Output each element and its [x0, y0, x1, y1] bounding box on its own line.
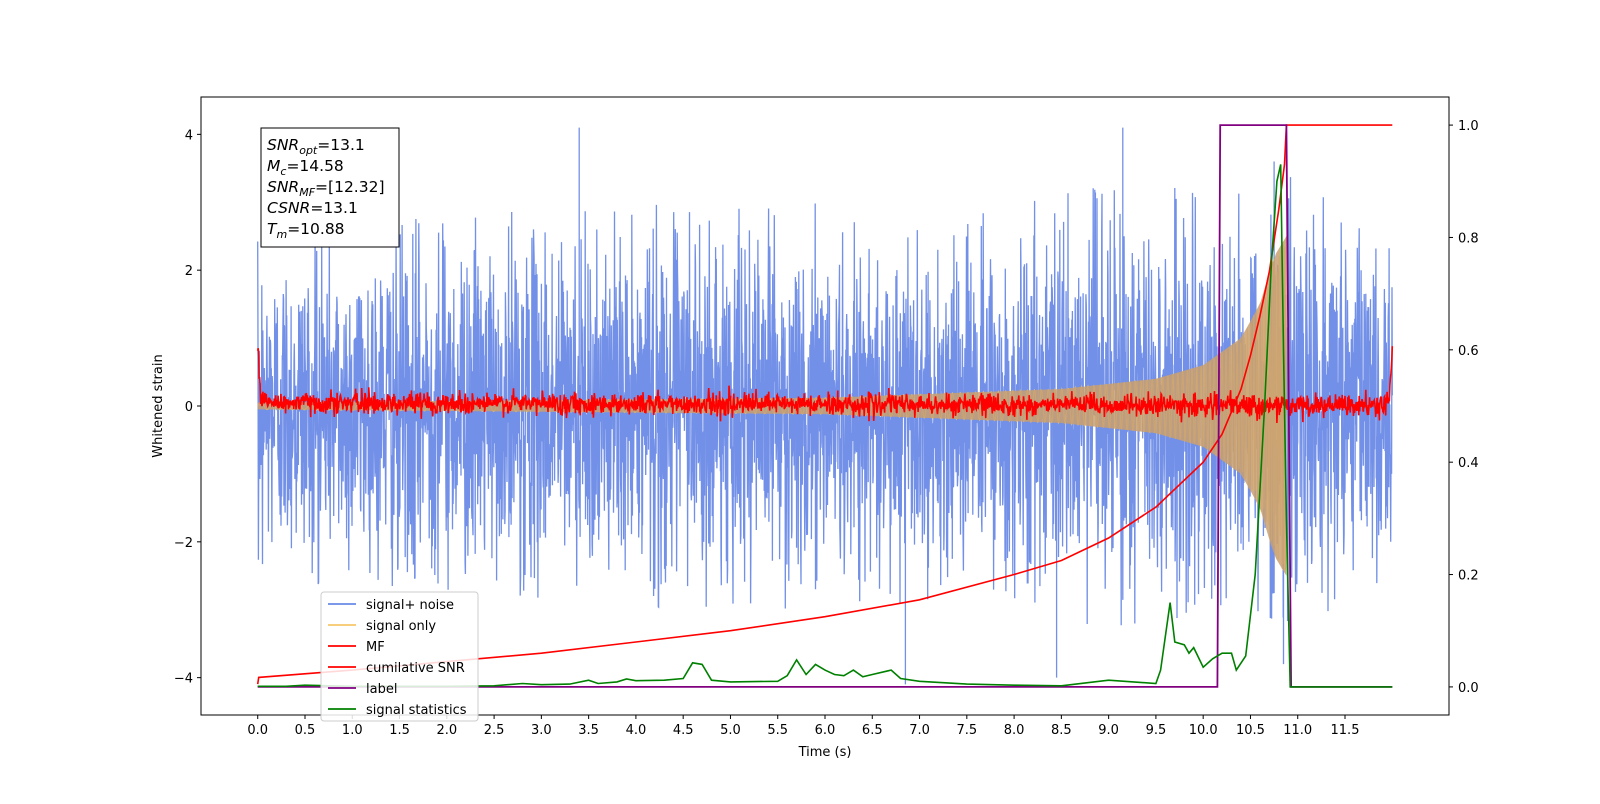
info-line: Tm=10.88 [267, 220, 345, 241]
x-tick-label: 8.5 [1051, 723, 1072, 738]
x-tick-label: 6.0 [815, 723, 836, 738]
y-tick-label: 4 [185, 128, 193, 143]
legend-label: cumilative SNR [366, 661, 465, 676]
x-tick-label: 2.0 [436, 723, 457, 738]
y2-tick-label: 0.6 [1458, 344, 1479, 359]
x-tick-label: 5.5 [767, 723, 788, 738]
y2-tick-label: 1.0 [1458, 119, 1479, 134]
y-tick-label: −2 [174, 536, 193, 551]
y2-tick-label: 0.4 [1458, 456, 1479, 471]
x-tick-label: 10.0 [1189, 723, 1218, 738]
y2-tick-label: 0.8 [1458, 231, 1479, 246]
x-tick-label: 4.5 [673, 723, 694, 738]
x-tick-label: 9.0 [1098, 723, 1119, 738]
y-tick-label: 0 [185, 400, 193, 415]
x-tick-label: 11.5 [1331, 723, 1360, 738]
x-axis-label: Time (s) [798, 745, 852, 760]
info-line: SNRMF=[12.32] [267, 178, 385, 199]
x-tick-label: 11.0 [1283, 723, 1312, 738]
legend-label: MF [366, 640, 385, 655]
legend-label: signal only [366, 619, 436, 634]
x-tick-label: 4.0 [626, 723, 647, 738]
x-tick-label: 7.5 [956, 723, 977, 738]
info-line: CSNR=13.1 [267, 199, 358, 217]
x-tick-label: 6.5 [862, 723, 883, 738]
x-axis: 0.0 0.5 1.0 1.5 2.0 2.5 3.0 3.5 4.0 4.5 5.0 5.5 6.0 6… [247, 715, 1359, 738]
x-tick-label: 9.5 [1146, 723, 1167, 738]
legend-label: label [366, 682, 397, 697]
info-line: SNRopt=13.1 [267, 136, 365, 157]
x-tick-label: 1.5 [389, 723, 410, 738]
x-tick-label: 2.5 [484, 723, 505, 738]
x-tick-label: 0.5 [295, 723, 316, 738]
y-axis-left: −4 −2 0 2 4 [174, 128, 201, 687]
y-axis-right: 0.0 0.2 0.4 0.6 0.8 1.0 [1449, 119, 1479, 696]
info-box: SNRopt=13.1Mc=14.58SNRMF=[12.32]CSNR=13.… [260, 127, 400, 248]
x-tick-label: 3.5 [578, 723, 599, 738]
legend-label: signal+ noise [366, 598, 454, 613]
series-mf [256, 346, 1394, 424]
x-tick-label: 0.0 [247, 723, 268, 738]
y-tick-label: 2 [185, 264, 193, 279]
y2-tick-label: 0.0 [1458, 681, 1479, 696]
y2-tick-label: 0.2 [1458, 569, 1479, 584]
info-line: Mc=14.58 [267, 157, 344, 178]
x-tick-label: 8.0 [1004, 723, 1025, 738]
x-tick-label: 3.0 [531, 723, 552, 738]
legend-frame [320, 591, 479, 722]
legend-label: signal statistics [366, 703, 467, 718]
y-tick-label: −4 [174, 672, 193, 687]
y-axis-label: Whitened strain [151, 354, 166, 457]
info-box-frame [260, 127, 400, 248]
legend: signal+ noise signal only MF cumilative SNR… [320, 591, 479, 722]
x-tick-label: 10.5 [1236, 723, 1265, 738]
series-layer [256, 124, 1394, 688]
x-tick-label: 7.0 [909, 723, 930, 738]
series-signal-statistics [257, 164, 1393, 688]
x-tick-label: 1.0 [342, 723, 363, 738]
x-tick-label: 5.0 [720, 723, 741, 738]
